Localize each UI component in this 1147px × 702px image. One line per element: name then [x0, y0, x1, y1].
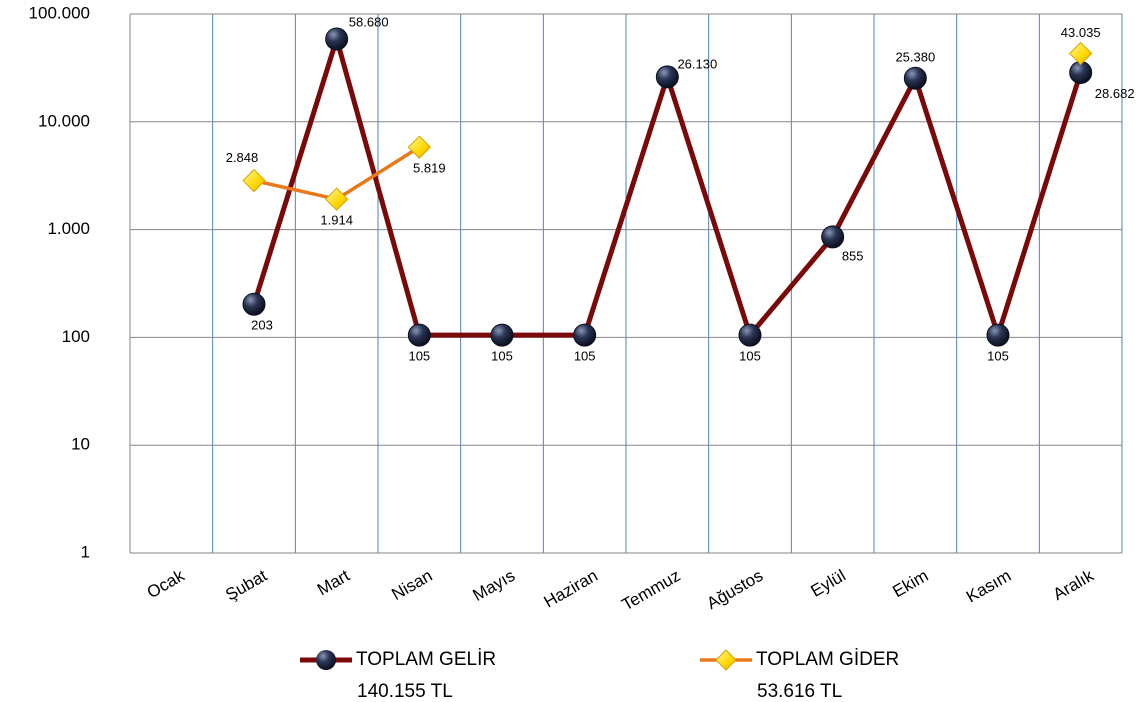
- x-tick-label: Ekim: [889, 566, 931, 601]
- data-point: [407, 323, 431, 347]
- data-label: 105: [574, 349, 596, 364]
- data-point: [407, 135, 432, 159]
- y-tick-label: 1.000: [47, 219, 90, 238]
- data-point: [903, 66, 927, 90]
- y-tick-label: 10: [71, 435, 90, 454]
- legend-marker: [715, 649, 737, 671]
- data-label: 28.682: [1095, 86, 1135, 101]
- data-point: [573, 323, 597, 347]
- data-point: [324, 187, 349, 211]
- data-point: [655, 65, 679, 89]
- data-label: 203: [251, 318, 273, 333]
- x-tick-label: Mayıs: [469, 566, 518, 605]
- y-tick-label: 10.000: [38, 111, 90, 130]
- x-tick-label: Ağustos: [704, 566, 767, 613]
- legend-label: TOPLAM GELİR: [356, 649, 496, 670]
- x-tick-label: Nisan: [388, 566, 435, 604]
- x-tick-label: Kasım: [963, 566, 1014, 607]
- data-label: 58.680: [349, 14, 389, 29]
- x-tick-label: Ocak: [144, 566, 188, 603]
- data-label: 5.819: [413, 161, 446, 176]
- x-tick-label: Eylül: [807, 566, 848, 601]
- x-tick-label: Mart: [314, 566, 353, 600]
- data-label: 105: [987, 349, 1009, 364]
- legend-total: 140.155 TL: [357, 681, 453, 702]
- y-tick-label: 100: [62, 327, 90, 346]
- data-point: [821, 225, 845, 249]
- x-tick-label: Şubat: [222, 566, 270, 605]
- data-label: 25.380: [895, 50, 935, 65]
- legend-total: 53.616 TL: [757, 681, 842, 702]
- data-label: 105: [408, 349, 430, 364]
- x-tick-label: Temmuz: [618, 566, 683, 615]
- data-label: 105: [491, 349, 513, 364]
- data-label: 855: [842, 248, 864, 263]
- data-label: 26.130: [677, 56, 717, 71]
- data-point: [738, 323, 762, 347]
- data-label: 2.848: [226, 150, 259, 165]
- data-point: [325, 27, 349, 51]
- data-point: [242, 292, 266, 316]
- legend-label: TOPLAM GİDER: [756, 649, 899, 670]
- y-tick-label: 100.000: [29, 3, 90, 22]
- data-label: 43.035: [1061, 25, 1101, 40]
- data-label: 1.914: [320, 213, 353, 228]
- data-point: [490, 323, 514, 347]
- x-tick-label: Aralık: [1050, 566, 1098, 604]
- data-point: [242, 168, 266, 193]
- x-tick-label: Haziran: [541, 566, 601, 612]
- legend-marker: [316, 650, 336, 670]
- data-label: 105: [739, 349, 761, 364]
- data-point: [1068, 41, 1093, 66]
- y-tick-label: 1: [81, 542, 90, 561]
- data-point: [986, 323, 1010, 347]
